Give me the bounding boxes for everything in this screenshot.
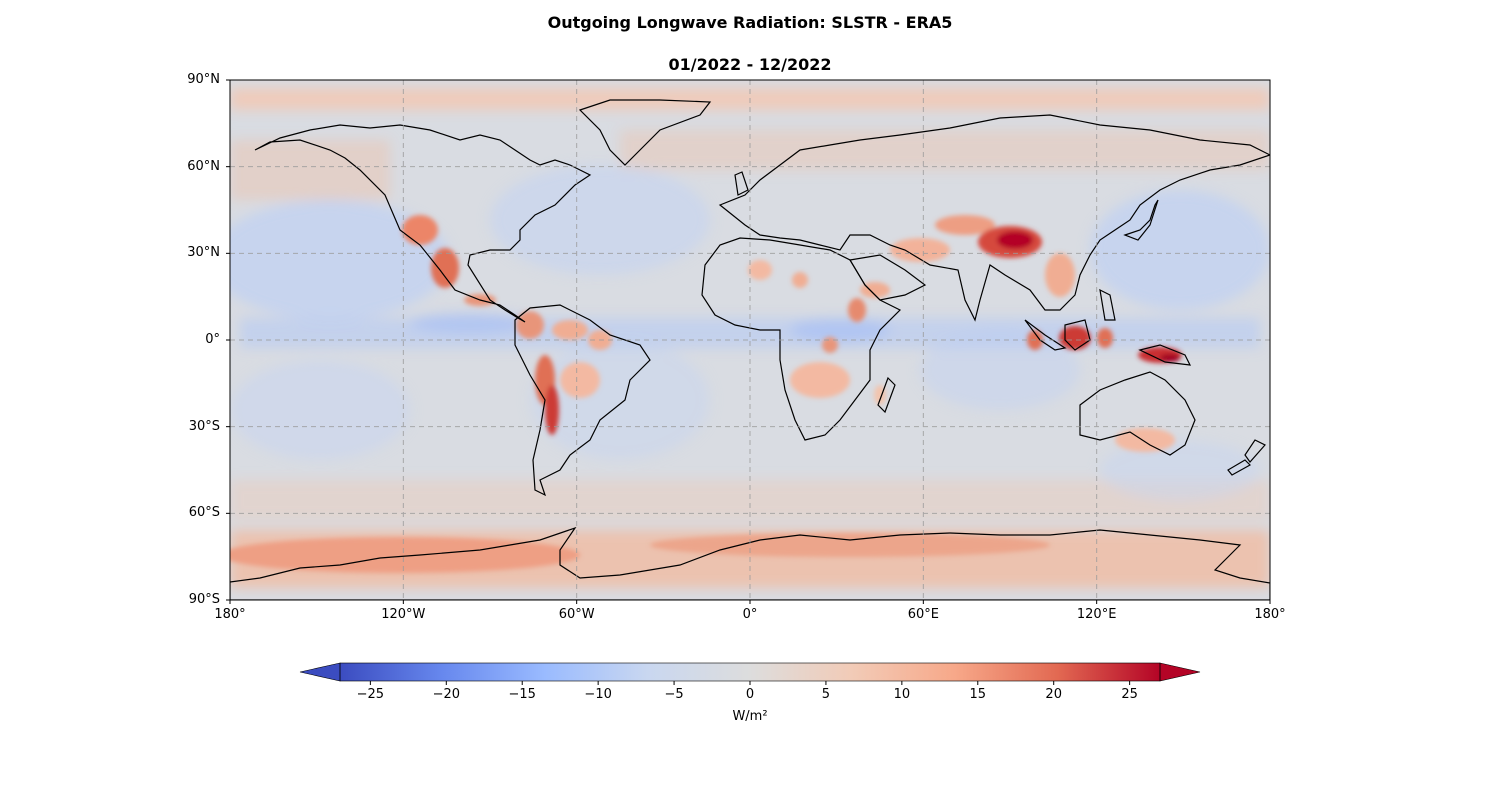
lat-tick-label: 90°N — [187, 72, 220, 87]
colorbar — [299, 662, 1201, 685]
lat-tick-label: 30°N — [187, 245, 220, 261]
colorbar-tick-label: 15 — [969, 687, 987, 702]
gridlines — [230, 80, 1270, 600]
colorbar-extend-low — [299, 662, 341, 682]
colorbar-tick-label: −15 — [508, 687, 536, 702]
map-ticks — [226, 79, 1271, 604]
chart-subtitle: 01/2022 - 12/2022 — [668, 55, 832, 74]
coastlines — [230, 99, 1270, 600]
colorbar-tick-marks — [369, 681, 1131, 685]
colorbar-tick-label: −10 — [584, 687, 612, 702]
colorbar-tick-label: 0 — [745, 687, 755, 702]
lat-tick-label: 60°N — [187, 158, 220, 174]
lon-tick-label: 120°W — [381, 607, 426, 622]
colorbar-gradient — [340, 663, 1160, 681]
lon-tick-label: 180° — [214, 607, 246, 622]
lon-tick-label: 180° — [1254, 607, 1286, 622]
colorbar-tick-label: 10 — [893, 687, 911, 702]
colorbar-tick-label: −20 — [432, 687, 460, 702]
lat-tick-label: 60°S — [188, 505, 220, 521]
colorbar-extend-high — [1159, 662, 1201, 682]
lat-tick-label: 0° — [205, 332, 220, 347]
lat-tick-label: 30°S — [188, 418, 220, 434]
colorbar-label: W/m² — [732, 709, 768, 724]
colorbar-tick-label: 5 — [821, 687, 831, 702]
lon-tick-label: 60°E — [907, 607, 939, 622]
colorbar-tick-label: −5 — [664, 687, 684, 702]
colorbar-tick-label: −25 — [356, 687, 385, 702]
chart-title: Outgoing Longwave Radiation: SLSTR - ERA… — [547, 13, 953, 32]
lon-tick-label: 60°W — [558, 607, 595, 622]
colorbar-tick-label: 25 — [1121, 687, 1138, 702]
lon-tick-label: 120°E — [1076, 607, 1117, 622]
lon-tick-label: 0° — [742, 607, 758, 622]
lat-tick-label: 90°S — [188, 592, 220, 607]
colorbar-tick-label: 20 — [1045, 687, 1062, 702]
